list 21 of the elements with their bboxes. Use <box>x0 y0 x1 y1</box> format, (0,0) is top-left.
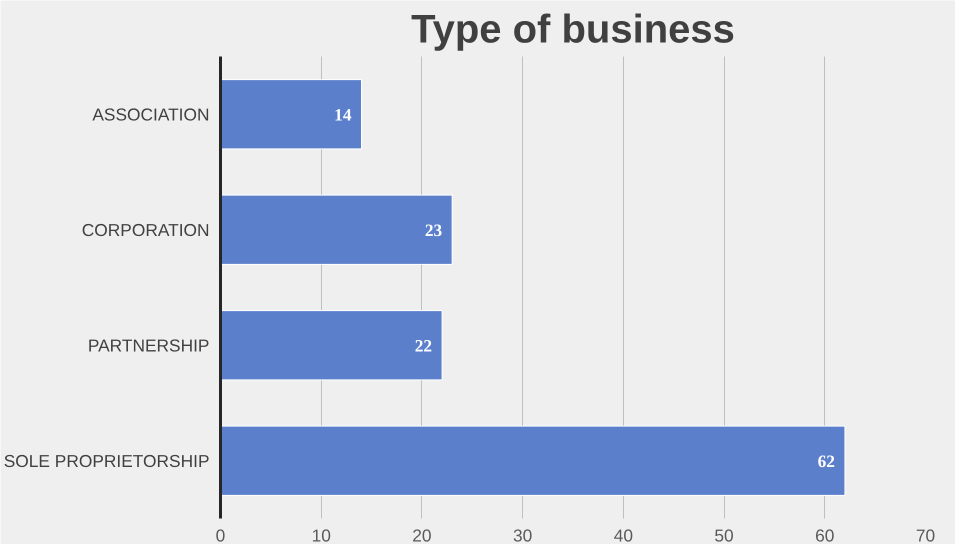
bar <box>220 310 443 380</box>
x-tick-label: 20 <box>412 526 432 546</box>
bar <box>220 194 453 265</box>
x-tick-label: 0 <box>216 526 226 546</box>
x-tick-label: 10 <box>312 526 331 546</box>
x-tick-label: 60 <box>815 526 834 546</box>
bar <box>220 79 362 150</box>
y-tick-label: CORPORATION <box>82 220 210 240</box>
data-label: 14 <box>334 105 352 124</box>
x-tick-label: 70 <box>916 526 936 546</box>
x-tick-label: 50 <box>714 526 734 546</box>
y-tick-label: SOLE PROPRIETORSHIP <box>4 450 210 471</box>
bar <box>220 426 846 496</box>
x-tick-label: 30 <box>513 526 532 546</box>
chart-title: Type of business <box>411 8 735 52</box>
y-tick-label: PARTNERSHIP <box>88 335 210 356</box>
data-label: 62 <box>818 452 835 471</box>
data-label: 23 <box>424 220 442 240</box>
data-label: 22 <box>414 336 432 356</box>
y-tick-label: ASSOCIATION <box>92 104 210 124</box>
x-tick-label: 40 <box>614 526 633 546</box>
